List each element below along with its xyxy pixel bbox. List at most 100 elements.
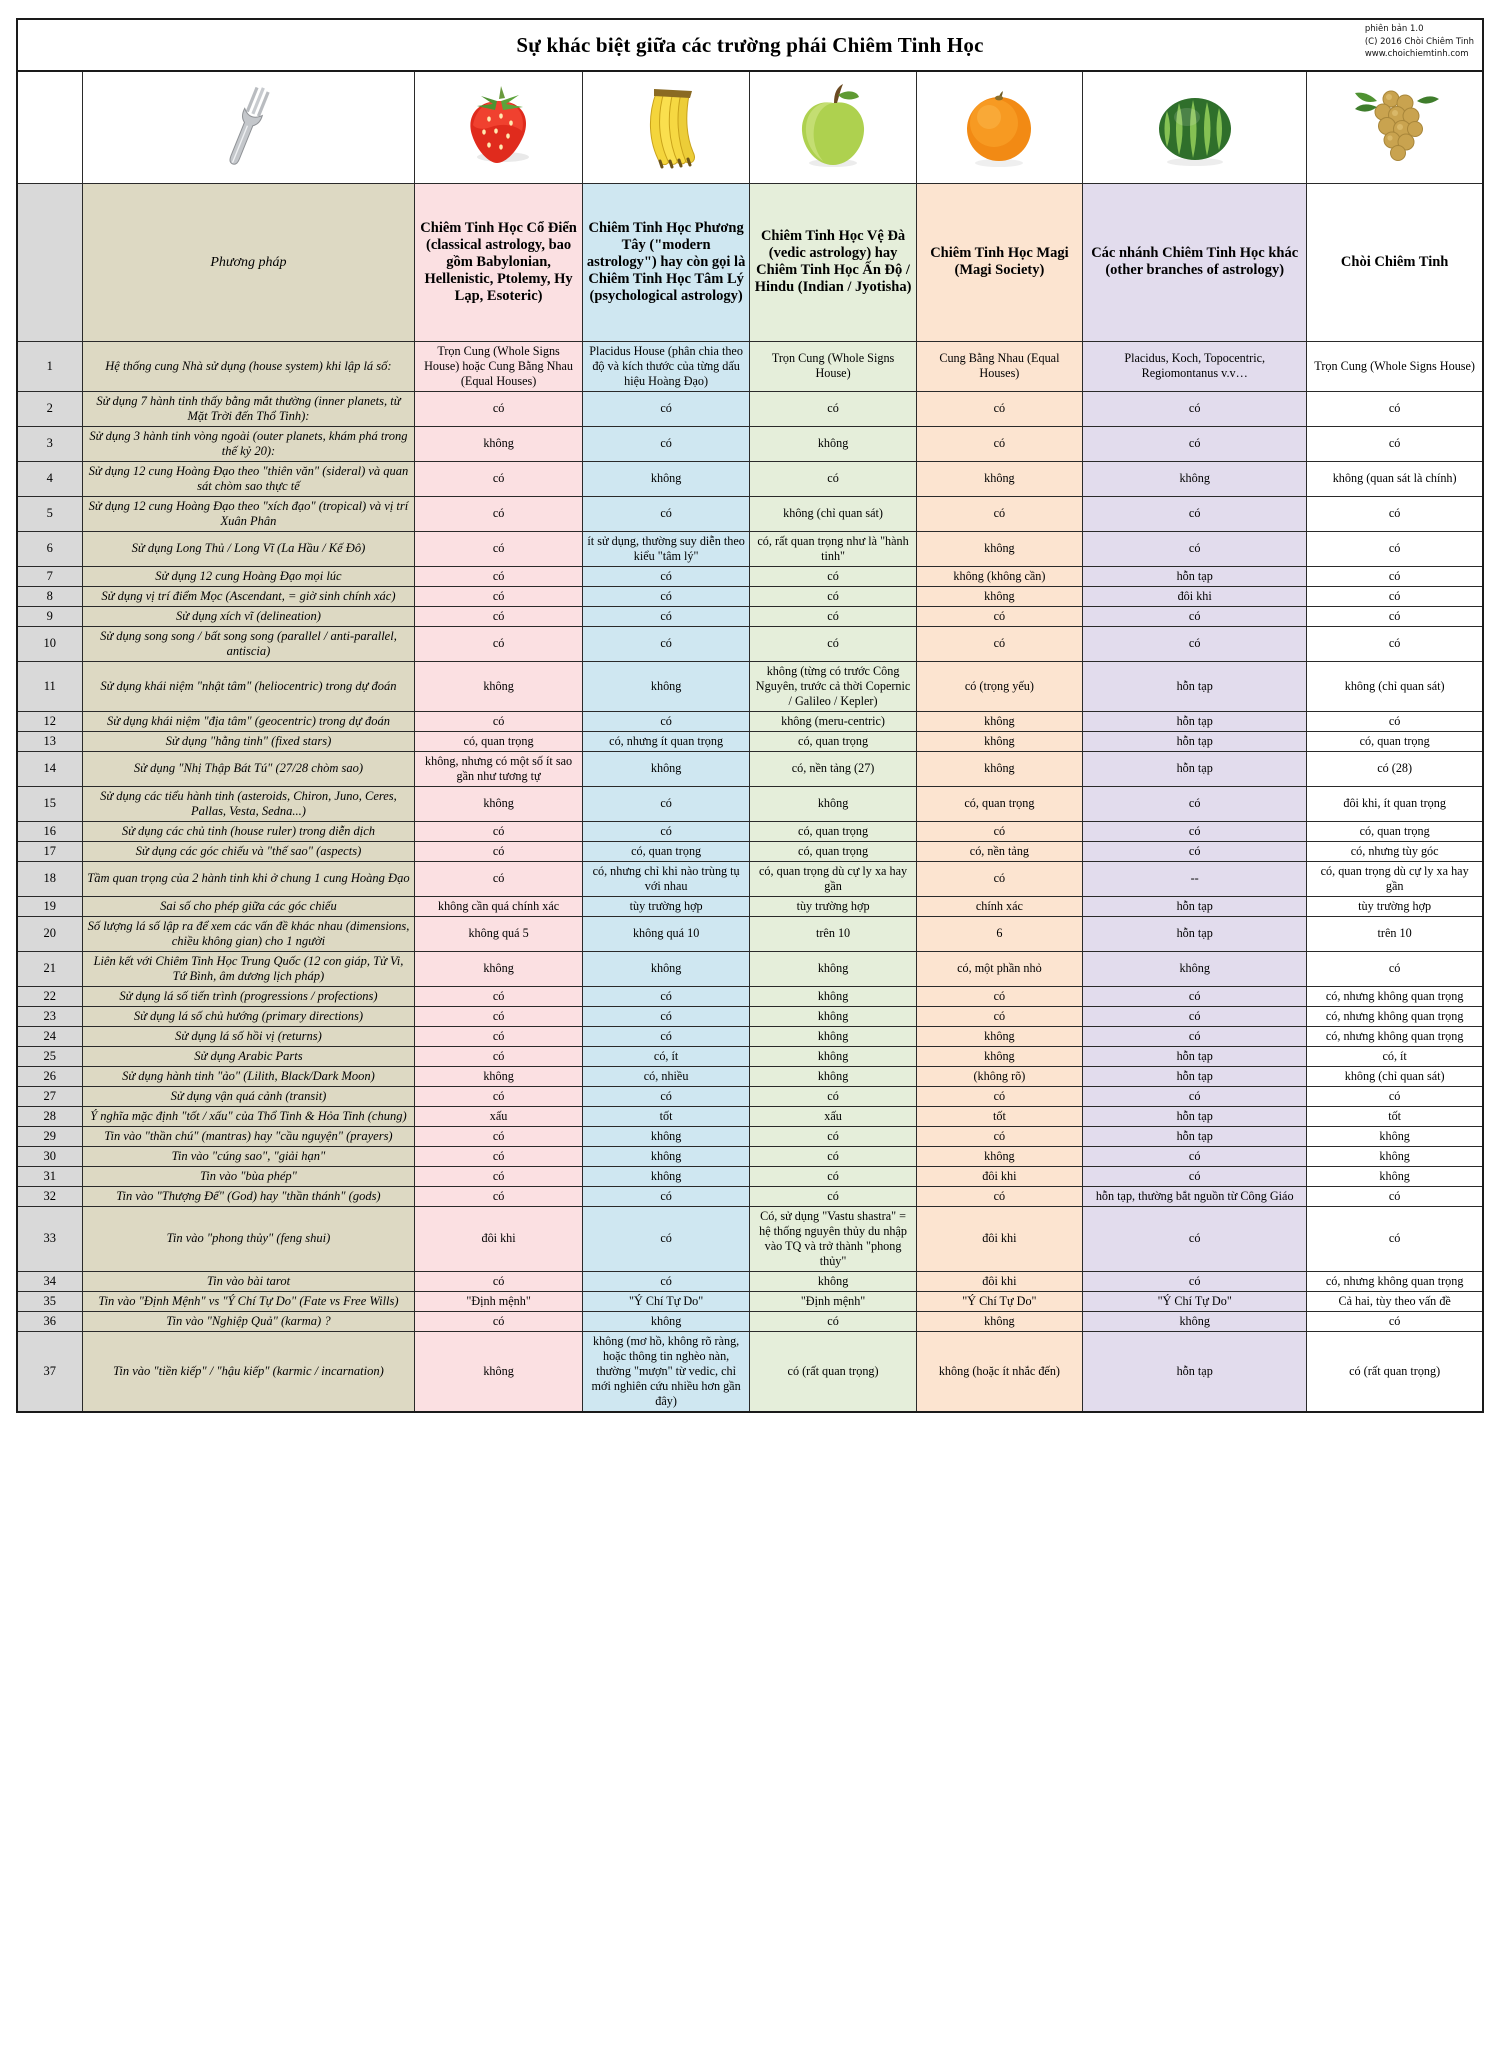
row-number: 35: [16, 1290, 83, 1312]
cell-vedic: không: [749, 950, 917, 987]
cell-vedic: xấu: [749, 1105, 917, 1127]
row-number: 13: [16, 730, 83, 752]
cell-western: có: [581, 390, 751, 427]
cell-other: có: [1082, 820, 1308, 842]
cell-vedic: có: [749, 1310, 917, 1332]
cell-vedic: trên 10: [749, 915, 917, 952]
strawberry-icon-cell: [414, 70, 583, 184]
cell-choi: có, quan trọng: [1306, 820, 1484, 842]
table-row: 19 Sai số cho phép giữa các góc chiếu khôn…: [16, 895, 1484, 917]
watermelon-icon-cell: [1082, 70, 1308, 184]
row-number: 37: [16, 1330, 83, 1412]
cell-magi: không (không cần): [915, 565, 1084, 587]
cell-western: tốt: [581, 1105, 751, 1127]
cell-western: Placidus House (phân chia theo độ và kíc…: [581, 340, 751, 392]
cell-other: hỗn tạp: [1082, 660, 1308, 712]
cell-choi: có: [1306, 565, 1484, 587]
cell-magi: Cung Bằng Nhau (Equal Houses): [915, 340, 1084, 392]
row-number: 11: [16, 660, 83, 712]
cell-magi: không: [915, 530, 1084, 567]
table-header-row: Phương pháp Chiêm Tinh Học Cổ Điển (clas…: [16, 182, 1484, 342]
table-row: 9 Sử dụng xích vĩ (delineation) có có có có có…: [16, 605, 1484, 627]
cell-vedic: có: [749, 1185, 917, 1207]
cell-western: có, nhưng chỉ khi nào trùng tụ với nhau: [581, 860, 751, 897]
cell-magi: không: [915, 1045, 1084, 1067]
row-number: 10: [16, 625, 83, 662]
cell-western: không: [581, 660, 751, 712]
table-row: 8 Sử dụng vị trí điểm Mọc (Ascendant, = g…: [16, 585, 1484, 607]
cell-classical: có: [414, 860, 583, 897]
row-method-label: Sử dụng song song / bất song song (paral…: [81, 625, 416, 662]
title-row: Sự khác biệt giữa các trường phái Chiêm …: [16, 18, 1484, 72]
cell-western: có: [581, 1025, 751, 1047]
table-row: 10 Sử dụng song song / bất song song (par…: [16, 625, 1484, 662]
cell-western: có, nhưng ít quan trọng: [581, 730, 751, 752]
table-row: 35 Tin vào "Định Mệnh" vs "Ý Chí Tự Do" (…: [16, 1290, 1484, 1312]
cell-other: hỗn tạp: [1082, 565, 1308, 587]
cell-vedic: Có, sử dụng "Vastu shastra" = hệ thống n…: [749, 1205, 917, 1272]
cell-other: không: [1082, 460, 1308, 497]
cell-choi: có: [1306, 625, 1484, 662]
blank-corner-cell: [16, 70, 83, 184]
cell-western: có: [581, 1005, 751, 1027]
cell-classical: có: [414, 495, 583, 532]
row-method-label: Sử dụng 12 cung Hoàng Đạo theo "xích đạo…: [81, 495, 416, 532]
cell-classical: không: [414, 1065, 583, 1087]
table-row: 14 Sử dụng "Nhị Thập Bát Tú" (27/28 chòm …: [16, 750, 1484, 787]
cell-magi: có, một phần nhỏ: [915, 950, 1084, 987]
cell-vedic: có: [749, 625, 917, 662]
cell-classical: có: [414, 585, 583, 607]
table-row: 11 Sử dụng khái niệm "nhật tâm" (heliocen…: [16, 660, 1484, 712]
row-method-label: Sử dụng lá số hồi vị (returns): [81, 1025, 416, 1047]
cell-other: hỗn tạp: [1082, 1045, 1308, 1067]
cell-other: đôi khi: [1082, 585, 1308, 607]
cell-vedic: không: [749, 1005, 917, 1027]
cell-western: có: [581, 1085, 751, 1107]
cell-magi: đôi khi: [915, 1165, 1084, 1187]
cell-choi: tùy trường hợp: [1306, 895, 1484, 917]
cell-other: có: [1082, 1270, 1308, 1292]
cell-magi: có: [915, 985, 1084, 1007]
cell-choi: có, nhưng tùy góc: [1306, 840, 1484, 862]
cell-classical: có: [414, 1145, 583, 1167]
row-method-label: Sử dụng Long Thủ / Long Vĩ (La Hầu / Kế …: [81, 530, 416, 567]
banana-icon: [618, 79, 714, 175]
row-number: 3: [16, 425, 83, 462]
cell-western: có: [581, 605, 751, 627]
cell-western: có: [581, 785, 751, 822]
cell-western: có: [581, 710, 751, 732]
cell-vedic: có: [749, 605, 917, 627]
cell-choi: có: [1306, 710, 1484, 732]
row-method-label: Sử dụng 7 hành tinh thấy bằng mắt thường…: [81, 390, 416, 427]
cell-western: không: [581, 750, 751, 787]
cell-classical: có, quan trọng: [414, 730, 583, 752]
row-number: 4: [16, 460, 83, 497]
cell-vedic: có, rất quan trọng như là "hành tinh": [749, 530, 917, 567]
cell-classical: không: [414, 425, 583, 462]
row-number: 5: [16, 495, 83, 532]
table-row: 7 Sử dụng 12 cung Hoàng Đạo mọi lúc có có có…: [16, 565, 1484, 587]
row-number: 8: [16, 585, 83, 607]
table-row: 33 Tin vào "phong thủy" (feng shui) đôi kh…: [16, 1205, 1484, 1272]
longan-icon: [1347, 79, 1443, 175]
cell-classical: không: [414, 660, 583, 712]
cell-classical: có: [414, 625, 583, 662]
cell-western: không (mơ hồ, không rõ ràng, hoặc thông …: [581, 1330, 751, 1412]
cell-classical: có: [414, 710, 583, 732]
cell-other: có: [1082, 985, 1308, 1007]
row-method-label: Sai số cho phép giữa các góc chiếu: [81, 895, 416, 917]
table-row: 27 Sử dụng vận quá cảnh (transit) có có có có…: [16, 1085, 1484, 1107]
cell-western: không: [581, 460, 751, 497]
table-row: 5 Sử dụng 12 cung Hoàng Đạo theo "xích đạ…: [16, 495, 1484, 532]
row-method-label: Hệ thống cung Nhà sử dụng (house system)…: [81, 340, 416, 392]
row-number: 22: [16, 985, 83, 1007]
cell-classical: không: [414, 785, 583, 822]
cell-magi: không: [915, 1025, 1084, 1047]
table-row: 4 Sử dụng 12 cung Hoàng Đạo theo "thiên v…: [16, 460, 1484, 497]
row-number: 28: [16, 1105, 83, 1127]
cell-choi: đôi khi, ít quan trọng: [1306, 785, 1484, 822]
table-row: 37 Tin vào "tiền kiếp" / "hậu kiếp" (karm…: [16, 1330, 1484, 1412]
table-row: 36 Tin vào "Nghiệp Quả" (karma) ? có không c…: [16, 1310, 1484, 1332]
cell-vedic: không (từng có trước Công Nguyên, trước …: [749, 660, 917, 712]
cell-other: có: [1082, 625, 1308, 662]
